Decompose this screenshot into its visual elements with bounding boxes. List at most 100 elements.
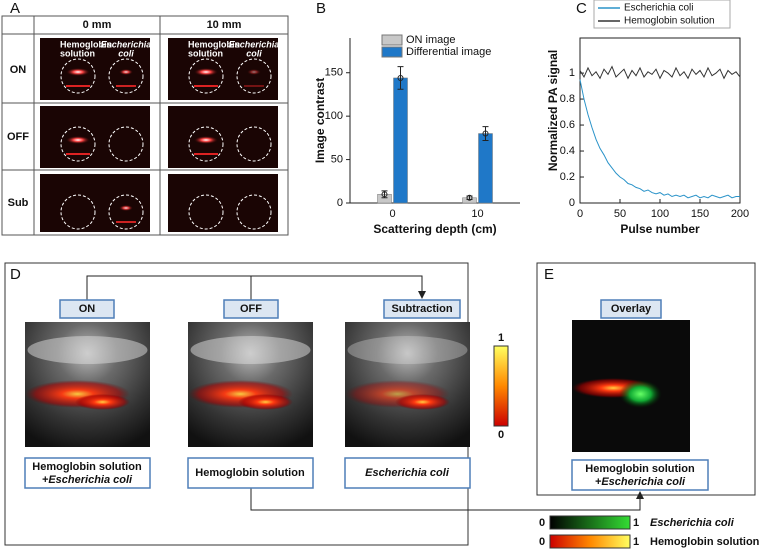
- pa-image: [168, 174, 278, 232]
- row-header: Sub: [8, 197, 29, 209]
- arrow: [86, 275, 426, 300]
- line: [579, 65, 741, 80]
- legend-label: Hemoglobin solution: [624, 16, 715, 27]
- row-header: ON: [10, 64, 27, 76]
- arrow: [250, 488, 644, 511]
- caption: Hemoglobin solution: [195, 467, 305, 479]
- panel-e-frame: [536, 262, 756, 496]
- data-point: [381, 191, 388, 198]
- step-label: ON: [79, 303, 96, 315]
- legend-swatch: [381, 34, 403, 46]
- sample-outline: [108, 194, 144, 230]
- step-button: [600, 299, 662, 319]
- image-label: Escherichia: [229, 39, 280, 49]
- y-tick-label: 0.6: [560, 119, 575, 131]
- column-header: 0 mm: [83, 19, 112, 31]
- signal: [194, 68, 218, 76]
- pa-image: [40, 174, 150, 232]
- sample-outline: [60, 126, 96, 162]
- colorbar-label: 0: [498, 429, 504, 441]
- data-point: [397, 74, 404, 81]
- panel-label: E: [544, 266, 554, 283]
- data-point: [482, 130, 489, 137]
- data-point: [466, 194, 473, 201]
- sample-outline: [236, 194, 272, 230]
- signal: [66, 68, 90, 76]
- colorbar-label: 0: [539, 536, 545, 548]
- image-label: solution: [188, 48, 223, 58]
- signal: [119, 69, 133, 75]
- legend-label: Escherichia coli: [650, 517, 735, 529]
- pa-image: [40, 38, 150, 100]
- bar: [478, 133, 493, 204]
- sample-outline: [236, 126, 272, 162]
- y-tick-label: 0.4: [560, 145, 575, 157]
- caption-box: [24, 457, 151, 489]
- step-label: Overlay: [611, 303, 652, 315]
- column-header: 10 mm: [207, 19, 242, 31]
- x-tick-label: 200: [731, 208, 749, 220]
- colorbar: [549, 534, 631, 549]
- image-label: Escherichia: [101, 39, 152, 49]
- y-tick-label: 0.8: [560, 93, 575, 105]
- sample-outline: [60, 194, 96, 230]
- caption: +Escherichia coli: [595, 476, 686, 488]
- x-tick-label: 0: [577, 208, 583, 220]
- y-tick-label: 1: [569, 67, 575, 79]
- y-tick-label: 150: [325, 67, 343, 79]
- sample-outline: [188, 194, 224, 230]
- image-label: coli: [118, 48, 134, 58]
- caption-box: [571, 459, 709, 491]
- signal: [247, 69, 261, 75]
- x-tick-label: 150: [691, 208, 709, 220]
- y-tick-label: 50: [331, 153, 343, 165]
- pa-signal: [238, 394, 293, 410]
- panel-label: A: [10, 0, 20, 17]
- x-tick-label: 50: [614, 208, 626, 220]
- panel-label: C: [576, 0, 587, 17]
- x-axis-label: Scattering depth (cm): [373, 222, 496, 236]
- colorbar: [493, 345, 509, 427]
- pa-signal: [75, 394, 130, 410]
- sample-outline: [188, 58, 224, 94]
- line: [579, 79, 740, 199]
- image-label: solution: [60, 48, 95, 58]
- caption-box: [187, 457, 314, 489]
- caption: +Escherichia coli: [42, 474, 133, 486]
- x-axis-label: Pulse number: [620, 222, 700, 236]
- sample-outline: [108, 126, 144, 162]
- y-tick-label: 100: [325, 110, 343, 122]
- image-label: coli: [246, 48, 262, 58]
- sample-outline: [108, 58, 144, 94]
- caption: Hemoglobin solution: [32, 461, 142, 473]
- step-button: [59, 299, 115, 319]
- colorbar: [549, 515, 631, 530]
- image-label: Hemoglobin: [188, 39, 240, 49]
- step-label: Subtraction: [391, 303, 452, 315]
- colorbar-label: 1: [633, 536, 639, 548]
- x-tick-label: 100: [651, 208, 669, 220]
- x-tick-label: 10: [471, 208, 483, 220]
- sample-outline: [60, 58, 96, 94]
- us-band: [347, 336, 468, 364]
- caption: Hemoglobin solution: [585, 463, 695, 475]
- plot-frame: [579, 37, 741, 204]
- pa-image: [40, 106, 150, 168]
- error-bar: [397, 66, 404, 90]
- caption: Escherichia coli: [365, 467, 450, 479]
- step-label: OFF: [240, 303, 262, 315]
- row-header: OFF: [7, 131, 29, 143]
- y-tick-label: 0.2: [560, 171, 575, 183]
- sample-outline: [188, 126, 224, 162]
- signal: [119, 205, 133, 211]
- step-button: [223, 299, 279, 319]
- signal: [194, 136, 218, 144]
- pa-signal: [395, 394, 450, 410]
- x-tick-label: 0: [389, 208, 395, 220]
- pa-image: [168, 106, 278, 168]
- signal: [66, 136, 90, 144]
- step-button: [383, 299, 461, 319]
- us-band: [27, 336, 148, 364]
- caption-box: [344, 457, 471, 489]
